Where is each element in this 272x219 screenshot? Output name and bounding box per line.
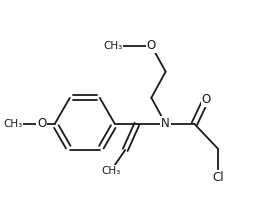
Text: O: O [37, 117, 47, 130]
Text: CH₃: CH₃ [103, 41, 123, 51]
Text: CH₃: CH₃ [101, 166, 120, 176]
Text: Cl: Cl [212, 171, 224, 184]
Text: O: O [147, 39, 156, 52]
Text: CH₃: CH₃ [3, 119, 22, 129]
Text: N: N [161, 117, 170, 130]
Text: O: O [202, 93, 211, 106]
